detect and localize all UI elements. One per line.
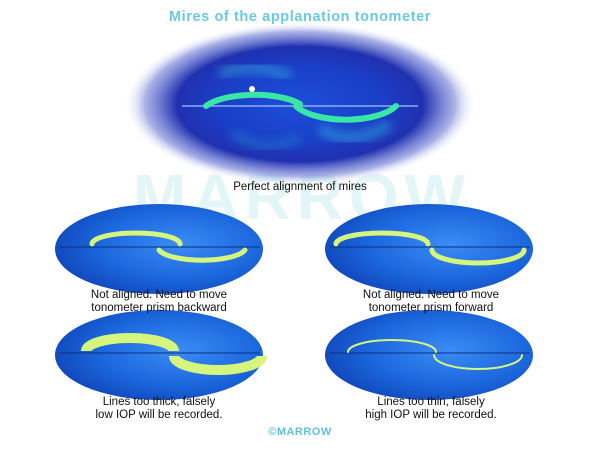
panel-thick [55, 310, 267, 400]
caption-line: tonometer prism forward [368, 302, 494, 314]
caption-line: Not aligned. Need to move [90, 289, 228, 301]
caption-line: low IOP will be recorded. [95, 409, 223, 421]
lower-mire-arc [293, 103, 399, 123]
panel-caption: Not aligned. Need to move tonometer pris… [49, 289, 269, 315]
panel-forward [325, 204, 533, 294]
main-caption: Perfect alignment of mires [233, 181, 367, 193]
panel-caption: Lines too thick, falsely low IOP will be… [49, 396, 269, 422]
light-reflex [249, 86, 255, 92]
panel-caption: Lines too thin, falsely high IOP will be… [321, 396, 541, 422]
panel-thin [325, 310, 533, 400]
copyright-label: ©MARROW [268, 426, 332, 438]
upper-mire-arc [203, 91, 303, 109]
caption-line: tonometer prism backward [91, 302, 227, 314]
caption-line: Not aligned. Need to move [362, 289, 500, 301]
caption-line: Lines too thin, falsely [377, 396, 485, 408]
panel-backward [55, 204, 263, 294]
caption-line: Lines too thick, falsely [102, 396, 216, 408]
main-mire-view [124, 22, 476, 186]
diagram-title: Mires of the applanation tonometer [168, 9, 432, 25]
panel-caption: Not aligned. Need to move tonometer pris… [321, 289, 541, 315]
caption-line: high IOP will be recorded. [365, 409, 497, 421]
